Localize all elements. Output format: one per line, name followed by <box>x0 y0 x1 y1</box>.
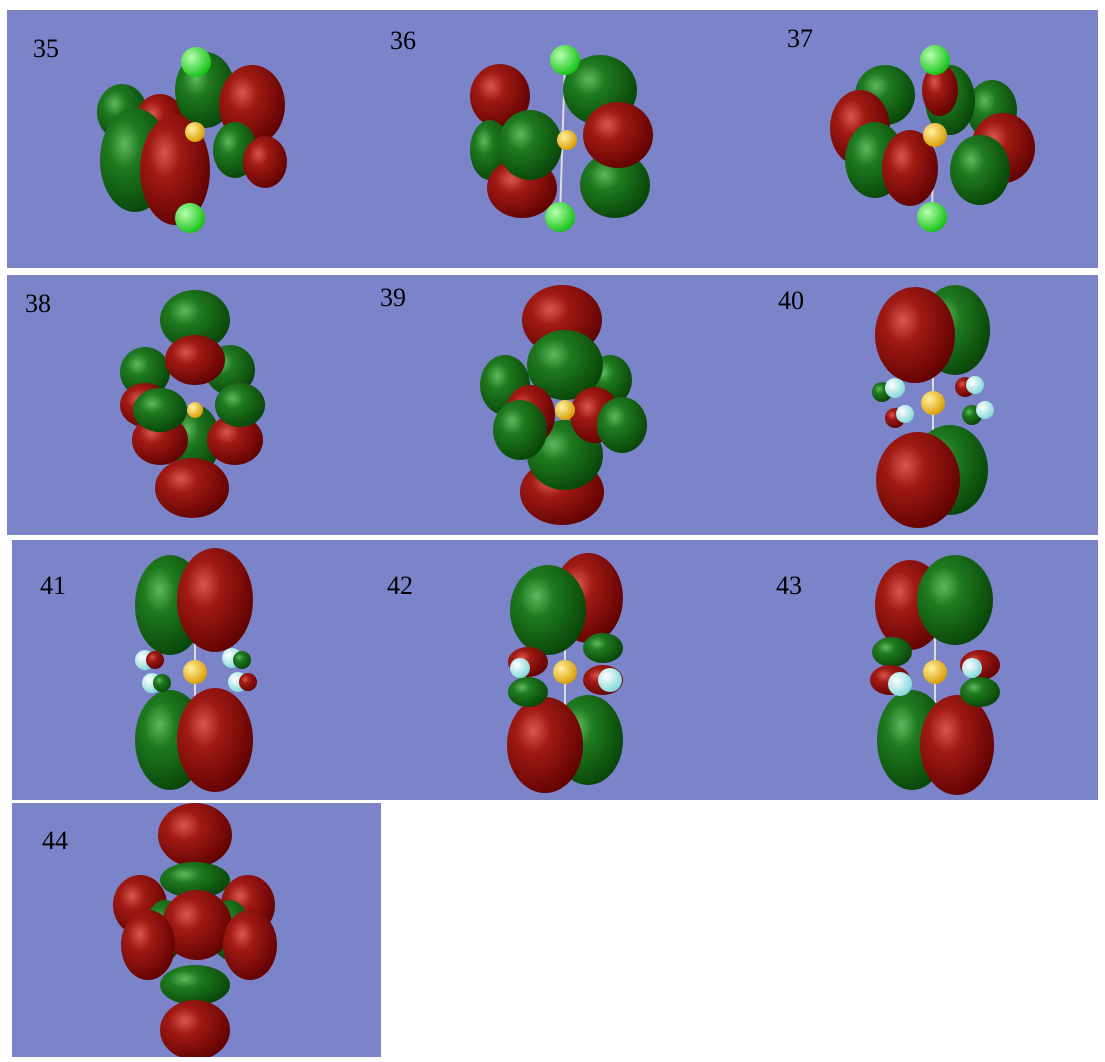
orbital-37 <box>830 45 1035 232</box>
panel-label: 35 <box>33 34 59 63</box>
panel-label: 36 <box>390 26 416 55</box>
panel-label: 38 <box>25 289 51 318</box>
panel-label: 40 <box>778 286 804 315</box>
orbital-42 <box>507 553 623 793</box>
panel-label: 41 <box>40 571 66 600</box>
orbital-39 <box>480 285 647 525</box>
orbital-38 <box>120 290 265 518</box>
orbital-40 <box>872 285 994 528</box>
panel-label: 44 <box>42 826 68 855</box>
panel-label: 43 <box>776 571 802 600</box>
orbital-36 <box>470 45 653 232</box>
panel-label: 39 <box>380 283 406 312</box>
orbital-35 <box>97 47 287 233</box>
orbital-43 <box>870 555 1000 795</box>
orbital-44 <box>113 803 277 1060</box>
panel-label: 42 <box>387 571 413 600</box>
orbital-41 <box>135 548 257 792</box>
panel-label: 37 <box>787 24 813 53</box>
